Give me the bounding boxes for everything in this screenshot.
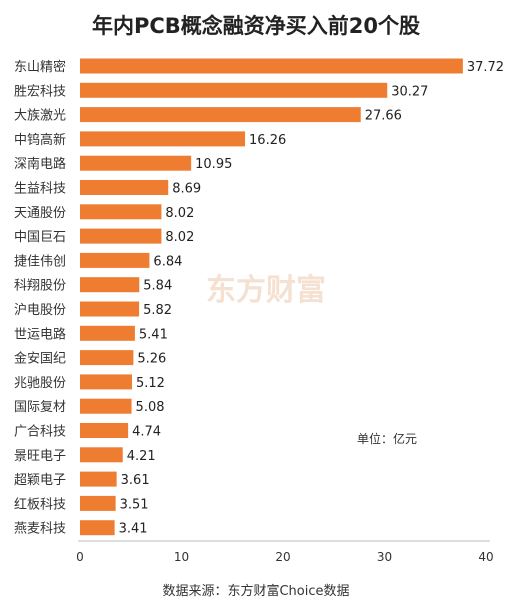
bar: [80, 471, 117, 487]
x-tick-label: 10: [174, 550, 189, 564]
value-label: 5.41: [139, 327, 168, 342]
bar: [80, 228, 162, 244]
bar: [80, 180, 169, 195]
unit-label: 单位：亿元: [357, 431, 417, 446]
chart-title: 年内PCB概念融资净买入前20个股: [92, 14, 420, 38]
value-label: 8.69: [172, 182, 201, 197]
bar: [80, 131, 246, 147]
x-tick-label: 40: [478, 550, 493, 564]
category-label: 深南电路: [14, 156, 66, 172]
value-label: 30.27: [391, 84, 428, 99]
category-label: 捷佳伟创: [14, 254, 66, 269]
value-label: 8.02: [165, 206, 194, 221]
value-label: 3.51: [120, 497, 149, 512]
category-label: 国际复材: [14, 400, 66, 415]
value-label: 5.26: [137, 352, 166, 367]
x-tick-label: 30: [377, 550, 392, 564]
value-label: 3.61: [121, 473, 150, 488]
category-label: 红板科技: [14, 496, 66, 512]
category-label: 景旺电子: [14, 449, 66, 464]
category-label: 天通股份: [14, 206, 66, 221]
bar: [80, 155, 192, 171]
x-ticks-layer: 0 10 20 30 40: [76, 550, 493, 564]
value-label: 37.72: [467, 60, 504, 75]
x-tick-label: 20: [275, 550, 290, 564]
x-tick-label: 0: [76, 550, 84, 564]
value-label: 5.84: [143, 279, 172, 294]
category-label: 金安国纪: [14, 351, 66, 367]
category-label: 超颖电子: [14, 473, 66, 488]
bar: [80, 350, 134, 366]
value-label: 5.12: [136, 376, 165, 391]
bar: [80, 398, 132, 414]
category-label: 中钨高新: [14, 132, 66, 148]
value-label: 5.08: [136, 400, 165, 415]
category-label: 兆驰股份: [14, 376, 66, 391]
value-label: 8.02: [165, 230, 194, 245]
category-label: 世运电路: [14, 326, 66, 342]
category-label: 科翔股份: [14, 279, 66, 294]
value-label: 10.95: [195, 157, 232, 172]
value-label: 5.82: [143, 303, 172, 318]
category-label: 胜宏科技: [14, 84, 66, 99]
bar: [80, 325, 135, 341]
bar: [80, 107, 361, 123]
bar: [80, 252, 150, 268]
category-label: 东山精密: [14, 59, 66, 75]
bar: [80, 520, 115, 536]
value-label: 4.74: [132, 425, 161, 440]
category-label: 燕麦科技: [14, 522, 66, 537]
value-label: 27.66: [365, 109, 402, 124]
bar: [80, 277, 140, 293]
value-label: 16.26: [249, 133, 286, 148]
bar: [80, 495, 116, 511]
category-label: 生益科技: [14, 182, 66, 197]
value-label: 6.84: [153, 254, 182, 269]
bars-layer: 东山精密 37.72 胜宏科技 30.27 大族激光 27.66 中钨高新 16.26 深南电路…: [14, 58, 504, 537]
bar: [80, 301, 140, 317]
bar: [80, 423, 129, 438]
watermark-logo: 东方财富: [206, 273, 326, 308]
value-label: 4.21: [127, 449, 156, 464]
bar: [80, 82, 388, 98]
category-label: 沪电股份: [14, 302, 66, 318]
bar: [80, 374, 132, 390]
bar: [80, 204, 162, 220]
source-note: 数据来源：东方财富Choice数据: [162, 583, 349, 599]
category-label: 大族激光: [14, 108, 66, 124]
value-label: 3.41: [119, 522, 148, 537]
bar: [80, 447, 123, 463]
category-label: 中国巨石: [14, 230, 66, 245]
bar: [80, 58, 463, 74]
category-label: 广合科技: [14, 425, 66, 440]
